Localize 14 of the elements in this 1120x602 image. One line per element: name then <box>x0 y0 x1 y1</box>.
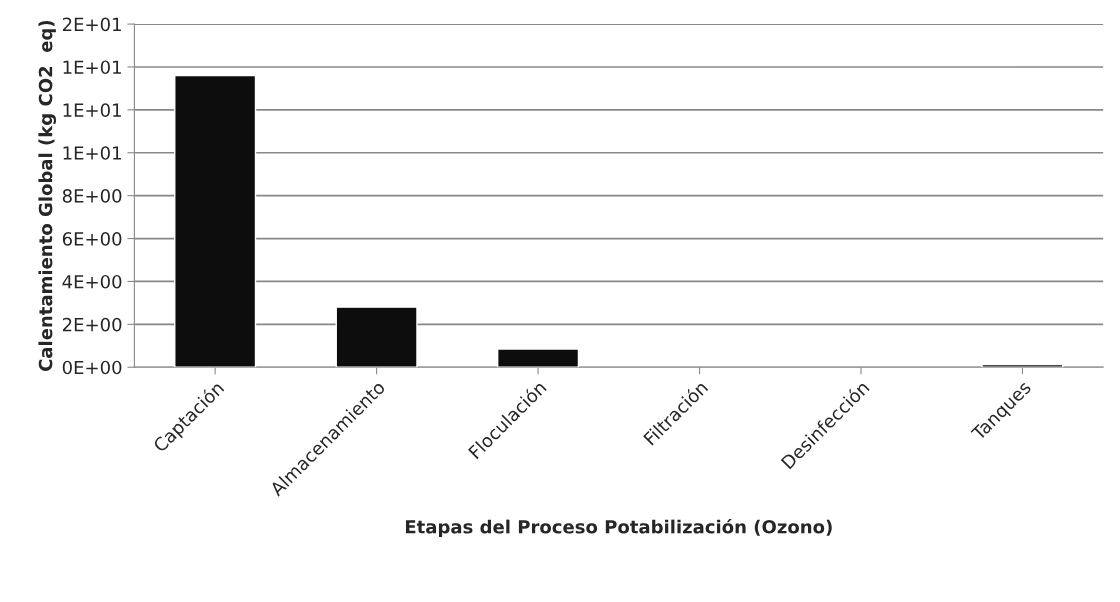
y-tick-label: 8E+00 <box>62 189 122 203</box>
x-axis-title: Etapas del Proceso Potabilización (Ozono) <box>405 518 832 538</box>
y-axis-title: Calentamiento Global (kg CO2 eq) <box>38 20 57 372</box>
y-tick-label: 1E+01 <box>63 60 121 75</box>
bar <box>497 348 580 368</box>
y-tick-label: 2E+01 <box>62 17 121 32</box>
y-tick-label: 1E+01 <box>63 103 121 117</box>
y-tick-label: 1E+01 <box>63 146 121 160</box>
bar <box>335 306 418 368</box>
bar <box>174 74 257 368</box>
y-tick-label: 6E+00 <box>62 232 122 246</box>
y-tick-label: 0E+00 <box>62 360 122 375</box>
y-tick-label: 4E+00 <box>62 274 122 289</box>
y-tick-label: 2E+00 <box>62 317 122 332</box>
